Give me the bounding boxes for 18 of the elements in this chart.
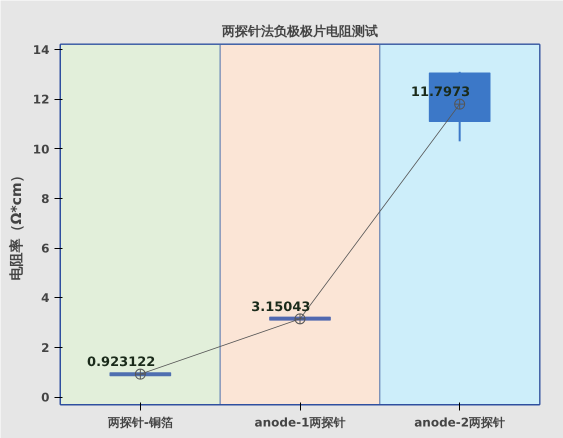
y-tick-label: 10 (32, 142, 50, 156)
data-label: 3.15043 (251, 300, 310, 315)
chart-title: 两探针法负极极片电阻测试 (221, 24, 378, 40)
y-tick-label: 2 (41, 340, 50, 355)
x-tick-label: anode-2两探针 (414, 416, 506, 430)
point (294, 313, 306, 324)
y-axis-title: 电阻率（Ω*cm） (8, 168, 25, 281)
y-tick-label: 4 (41, 291, 50, 306)
point (454, 98, 466, 110)
x-tick-label: anode-1两探针 (254, 416, 346, 430)
y-tick-label: 0 (41, 390, 50, 405)
x-tick-label: 两探针-铜箔 (106, 416, 173, 430)
y-tick-label: 6 (41, 242, 50, 256)
y-tick-label: 12 (32, 92, 50, 107)
data-label: 0.923122 (87, 355, 156, 370)
point (134, 368, 146, 380)
y-tick-label: 14 (32, 42, 50, 57)
y-tick-label: 8 (41, 192, 50, 206)
